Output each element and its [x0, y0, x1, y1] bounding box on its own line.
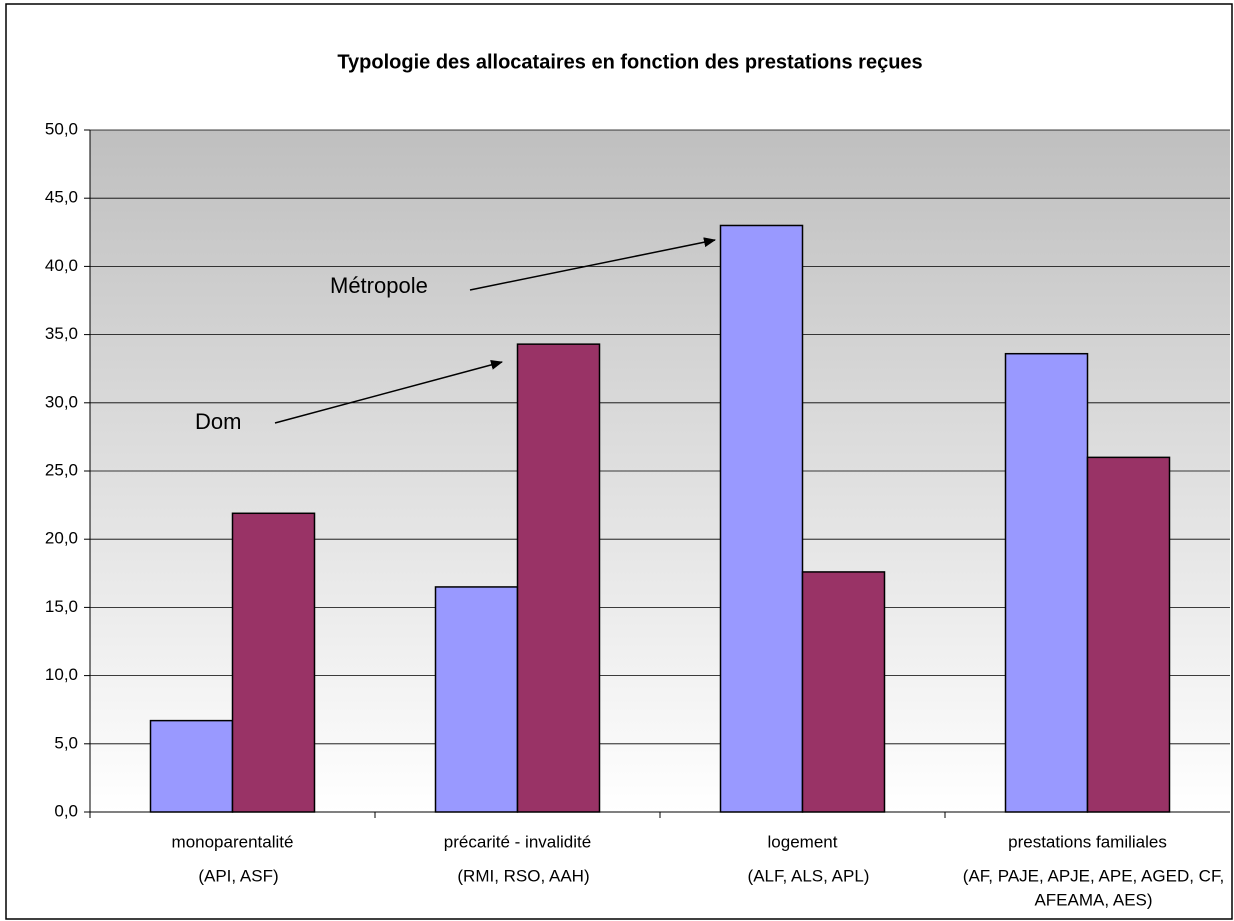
annotation: Métropole	[330, 273, 428, 298]
y-tick-label: 40,0	[45, 256, 78, 275]
y-tick-label: 10,0	[45, 665, 78, 684]
bar	[719, 224, 804, 813]
annotation-arrow	[274, 360, 503, 424]
bar	[1004, 352, 1089, 813]
x-tick-label: (RMI, RSO, AAH)	[457, 866, 589, 885]
y-tick-label: 5,0	[54, 733, 78, 752]
annotation-arrow	[469, 237, 716, 291]
y-tick-label: 20,0	[45, 529, 78, 548]
y-tick-label: 15,0	[45, 597, 78, 616]
y-tick-label: 0,0	[54, 801, 78, 820]
bar	[434, 586, 519, 813]
bar	[801, 571, 886, 813]
x-tick-label: AFEAMA, AES)	[1034, 890, 1152, 909]
x-tick-label: prestations familiales	[1008, 832, 1167, 851]
y-tick-label: 35,0	[45, 324, 78, 343]
x-tick-label: monoparentalité	[172, 832, 294, 851]
x-tick-label: (AF, PAJE, APJE, APE, AGED, CF,	[963, 866, 1224, 885]
y-tick-label: 45,0	[45, 188, 78, 207]
y-tick-label: 30,0	[45, 392, 78, 411]
bar	[231, 512, 316, 813]
annotation: Dom	[195, 409, 241, 434]
y-tick-label: 50,0	[45, 119, 78, 138]
bar	[516, 343, 601, 813]
x-tick-label: précarité - invalidité	[444, 832, 591, 851]
chart-title: Typologie des allocataires en fonction d…	[337, 51, 922, 73]
y-tick-label: 25,0	[45, 460, 78, 479]
x-tick-label: (ALF, ALS, APL)	[748, 866, 870, 885]
bar	[1086, 456, 1171, 813]
x-tick-label: logement	[768, 832, 838, 851]
x-tick-label: (API, ASF)	[198, 866, 278, 885]
bar	[149, 719, 234, 813]
